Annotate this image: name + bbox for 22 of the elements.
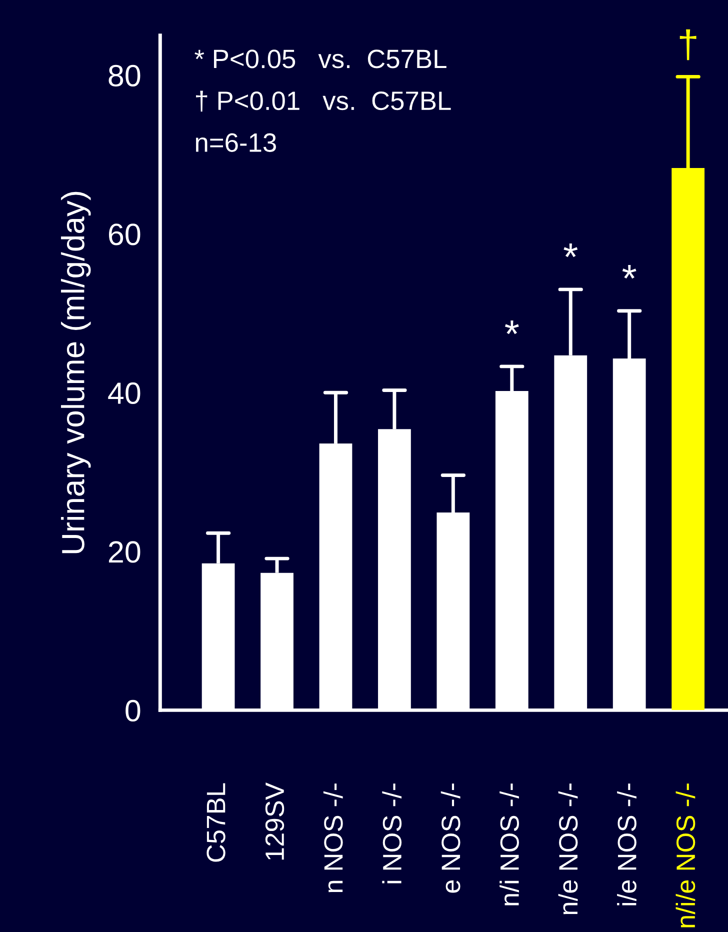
- x-tick-label: i NOS -/-: [382, 784, 402, 884]
- x-tick-label: 129SV: [265, 782, 284, 860]
- x-tick-label: n/i/e NOS -/-: [676, 784, 696, 928]
- y-tick-label: 40: [108, 382, 140, 404]
- annotation: †: [680, 29, 696, 60]
- y-axis-title: Urinary volume (ml/g/day): [60, 192, 91, 554]
- y-tick-label: 80: [108, 64, 140, 86]
- annotation: n=6-13: [196, 133, 276, 152]
- annotation: † P<0.01 vs. C57BL: [196, 90, 451, 112]
- annotation: *: [504, 320, 519, 334]
- x-tick-label: n/e NOS -/-: [558, 784, 578, 914]
- y-tick-label: 0: [126, 700, 140, 722]
- y-tick-label: 20: [108, 541, 140, 563]
- annotation: *: [564, 244, 578, 258]
- x-tick-label: e NOS -/-: [440, 784, 460, 893]
- x-tick-label: i/e NOS -/-: [617, 784, 636, 906]
- x-tick-label: n/i NOS -/-: [500, 784, 519, 906]
- x-tick-label: C57BL: [206, 783, 226, 862]
- annotation: *: [622, 264, 636, 279]
- x-tick-label: n NOS -/-: [323, 784, 343, 892]
- annotation: * P<0.05 vs. C57BL: [194, 50, 446, 68]
- y-tick-label: 60: [108, 224, 140, 246]
